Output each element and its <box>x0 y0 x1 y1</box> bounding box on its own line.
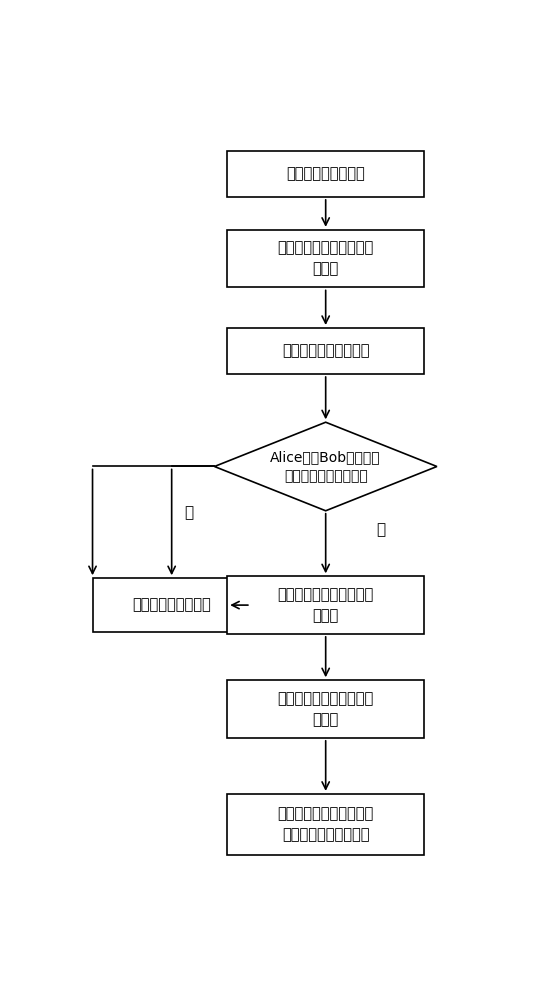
Bar <box>227 328 424 374</box>
Text: 对信号光脉冲进行编码: 对信号光脉冲进行编码 <box>282 344 369 359</box>
Bar <box>227 680 424 738</box>
Bar <box>93 578 251 632</box>
Text: 将同步电脉冲转换成同步
光脉冲: 将同步电脉冲转换成同步 光脉冲 <box>278 587 374 623</box>
Text: 用同步电脉冲触发单光子
探测器以及采集卡工作: 用同步电脉冲触发单光子 探测器以及采集卡工作 <box>278 807 374 843</box>
Text: 是: 是 <box>184 505 193 520</box>
Bar <box>227 230 424 287</box>
Text: 否: 否 <box>376 523 386 538</box>
Text: Alice端和Bob端和信号
光脉冲是否存在延时差: Alice端和Bob端和信号 光脉冲是否存在延时差 <box>270 450 381 483</box>
Text: 同步光脉冲信号输入: 同步光脉冲信号输入 <box>286 166 365 181</box>
Polygon shape <box>214 422 437 511</box>
Bar <box>227 576 424 634</box>
Text: 将同步光脉冲转换成同步
电脉冲: 将同步光脉冲转换成同步 电脉冲 <box>278 241 374 277</box>
Bar <box>227 794 424 855</box>
Bar <box>227 151 424 197</box>
Text: 将同步光脉冲转换成同步
电脉冲: 将同步光脉冲转换成同步 电脉冲 <box>278 691 374 727</box>
Text: 调节同步电脉冲时延: 调节同步电脉冲时延 <box>132 598 211 613</box>
